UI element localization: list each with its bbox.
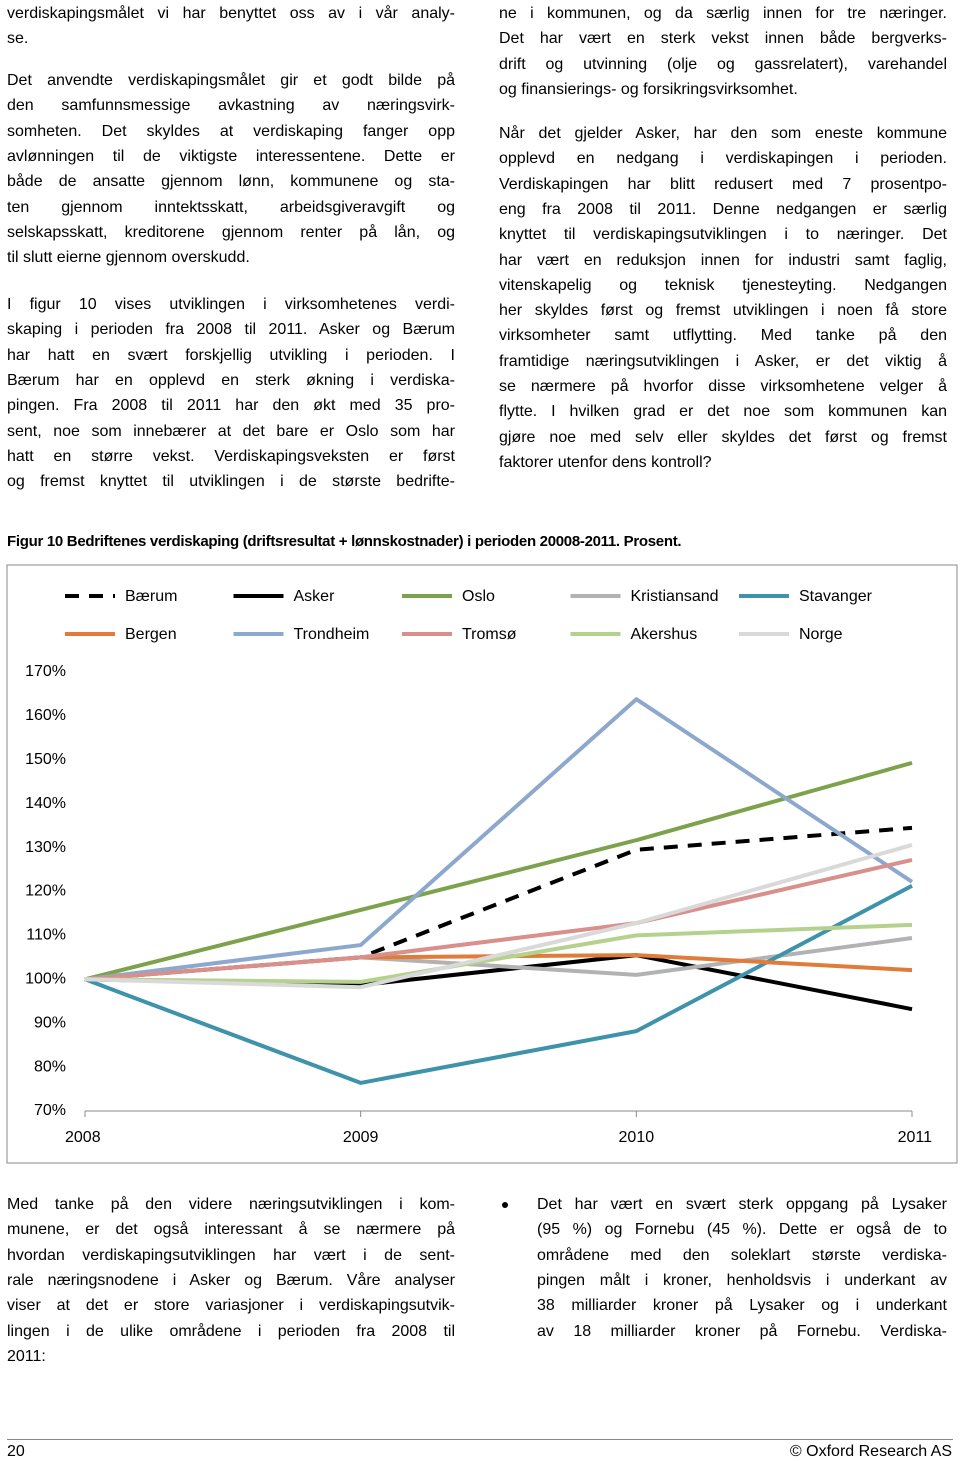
text-line: til slutt eierne gjennom overskudd. xyxy=(7,249,250,267)
y-tick-label: 90% xyxy=(34,1014,66,1031)
text-line: Bærum har en opplevd en sterk økning i v… xyxy=(7,371,455,389)
text-line: Det anvendte verdiskapingsmålet gir et g… xyxy=(7,72,455,89)
bullet xyxy=(502,1202,508,1208)
x-tick-label: 2011 xyxy=(898,1129,933,1146)
text-line: se nærmere på hvorfor disse virksomheten… xyxy=(499,378,947,395)
y-tick-label: 160% xyxy=(25,707,66,724)
text-line: Med tanke på den videre næringsutvikling… xyxy=(7,1196,455,1213)
text-line: lingen i de ulike områdene i perioden fr… xyxy=(7,1322,455,1340)
legend-label: Norge xyxy=(799,626,843,643)
legend-label: Bergen xyxy=(125,626,177,643)
y-tick-label: 80% xyxy=(34,1058,66,1075)
text-line: Det har vært en sterk vekst innen både b… xyxy=(499,30,947,48)
page-number: 20 xyxy=(7,1443,25,1460)
text-line: har hatt en svært forskjellig utvikling … xyxy=(7,346,455,364)
x-tick-label: 2008 xyxy=(65,1129,101,1146)
series-line xyxy=(84,922,913,984)
text-line: somheten. Det skyldes at verdiskaping fa… xyxy=(7,122,455,140)
legend-label: Akershus xyxy=(631,626,698,643)
text-line: og fremst knyttet til utviklingen i de s… xyxy=(7,473,455,491)
text-line: pingen. Fra 2008 til 2011 har den økt me… xyxy=(7,397,455,415)
text-line: se. xyxy=(7,30,29,48)
text-line: eng fra 2008 til 2011. Denne nedgangen e… xyxy=(499,200,947,218)
series-line xyxy=(84,857,913,982)
text-line: og finansierings- og forsikringsvirksomh… xyxy=(499,80,798,98)
text-line: Når det gjelder Asker, har den som enest… xyxy=(499,125,947,142)
text-line: flytte. I hvilken grad er det noe som ko… xyxy=(499,403,947,421)
text-line: drift og utvinning (olje og gassrelatert… xyxy=(499,55,947,73)
text-line: verdiskapingsmålet vi har benyttet oss a… xyxy=(7,5,455,22)
text-line: rale næringsnodene i Asker og Bærum. Vår… xyxy=(7,1271,455,1289)
text-line: framtidige næringsutviklingen i Asker, e… xyxy=(499,352,947,370)
text-line: skaping i perioden fra 2008 til 2011. As… xyxy=(7,321,455,339)
text-line: ten gjennom inntektsskatt, arbeidsgivera… xyxy=(7,198,455,216)
legend-label: Kristiansand xyxy=(631,588,719,605)
text-line: områdene med den soleklart største verdi… xyxy=(537,1246,947,1264)
text-line: har vært en reduksjon innen for industri… xyxy=(499,251,947,269)
series-line xyxy=(84,760,913,982)
text-line: virksomheter samt utflytting. Med tanke … xyxy=(499,327,947,345)
text-line: I figur 10 vises utviklingen i virksomhe… xyxy=(7,296,455,313)
y-tick-label: 140% xyxy=(25,795,66,812)
legend-label: Stavanger xyxy=(799,588,873,605)
text-line: sent, noe som innebærer at det bare er O… xyxy=(7,422,455,440)
series-line xyxy=(84,697,914,982)
text-line: hatt en større vekst. Verdiskapingsvekst… xyxy=(7,447,455,465)
figure-caption: Figur 10 Bedriftenes verdiskaping (drift… xyxy=(7,533,682,550)
text-line: viser at det er store variasjoner i verd… xyxy=(7,1297,455,1315)
y-tick-label: 100% xyxy=(25,971,66,988)
text-line: vitenskapelig og teknisk tjenesteyting. … xyxy=(499,276,947,294)
text-line: opplevd en nedgang i verdiskapingen i pe… xyxy=(499,150,947,168)
text-line: den samfunnsmessige avkastning av næring… xyxy=(7,97,455,115)
text-line: knyttet til verdiskapingsutviklingen i t… xyxy=(499,226,947,244)
footer-rule xyxy=(7,1439,953,1440)
text-line: munene, er det også interessant å se nær… xyxy=(7,1221,455,1239)
legend-label: Tromsø xyxy=(462,626,517,643)
y-tick-label: 130% xyxy=(25,839,66,856)
x-tick-label: 2010 xyxy=(619,1129,655,1146)
y-tick-label: 150% xyxy=(25,751,66,768)
text-line: gjøre noe med selv eller skyldes det før… xyxy=(499,428,947,446)
text-line: avlønningen til de viktigste interessent… xyxy=(7,147,455,165)
text-line: faktorer utenfor dens kontroll? xyxy=(499,453,712,471)
text-line: ne i kommunen, og da særlig innen for tr… xyxy=(499,5,947,22)
text-line: Det har vært en svært sterk oppgang på L… xyxy=(537,1196,947,1213)
y-tick-label: 110% xyxy=(26,927,66,944)
y-tick-label: 170% xyxy=(25,663,66,680)
y-tick-label: 120% xyxy=(25,883,66,900)
series-line xyxy=(84,884,913,1085)
x-tick-label: 2009 xyxy=(343,1129,379,1146)
legend-label: Asker xyxy=(294,588,336,605)
text-line: her skyldes først og fremst utviklingen … xyxy=(499,302,947,320)
legend-label: Bærum xyxy=(125,588,177,605)
text-line: av 18 milliarder kroner på Fornebu. Verd… xyxy=(537,1322,947,1340)
text-line: 38 milliarder kroner på Lysaker og i und… xyxy=(537,1297,947,1315)
series-line xyxy=(84,843,913,990)
legend-label: Trondheim xyxy=(294,626,370,643)
legend-label: Oslo xyxy=(462,588,495,605)
y-tick-label: 70% xyxy=(34,1102,66,1119)
text-line: pingen målt i kroner, henholdsvis i unde… xyxy=(537,1271,947,1289)
copyright: © Oxford Research AS xyxy=(789,1443,952,1460)
text-line: både de ansatte gjennom lønn, kommunene … xyxy=(7,173,455,191)
text-line: selskapsskatt, kreditorene gjennom rente… xyxy=(7,223,455,241)
text-line: Verdiskapingen har blitt redusert med 7 … xyxy=(499,175,947,193)
text-line: hvordan verdiskapingsutviklingen har vær… xyxy=(7,1246,455,1264)
chart-frame xyxy=(6,564,958,1164)
text-line: (95 %) og Fornebu (45 %). Dette er også … xyxy=(537,1221,947,1239)
text-line: 2011: xyxy=(7,1347,46,1365)
